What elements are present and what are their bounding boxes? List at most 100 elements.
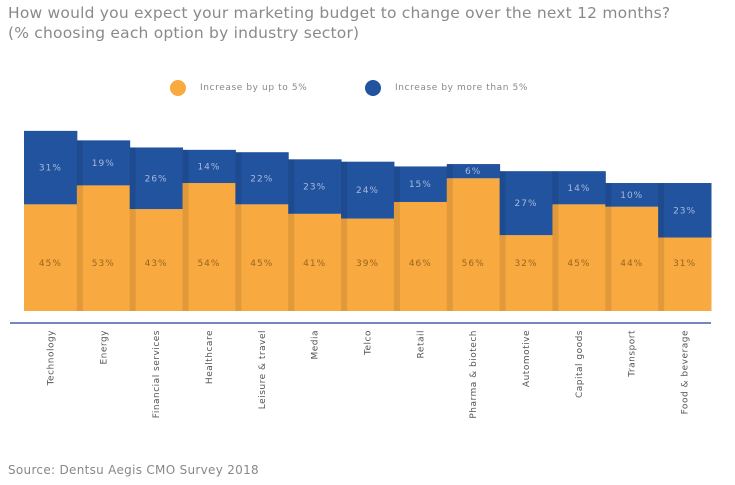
bar-shadow xyxy=(446,164,453,179)
bar-segment-more-than-5 xyxy=(552,171,606,205)
bar-shadow xyxy=(446,178,453,311)
data-label-more-than-5: 10% xyxy=(620,191,643,201)
bar-shadow xyxy=(76,185,83,311)
data-label-more-than-5: 15% xyxy=(409,180,432,190)
data-label-up-to-5: 45% xyxy=(567,259,590,269)
bar-shadow xyxy=(393,166,400,202)
bar-segment-up-to-5 xyxy=(605,206,659,311)
bar-shadow xyxy=(658,237,665,311)
source-note: Source: Dentsu Aegis CMO Survey 2018 xyxy=(8,463,259,477)
data-label-up-to-5: 54% xyxy=(197,259,220,269)
category-label: Energy xyxy=(99,330,109,365)
bar-shadow xyxy=(658,183,665,238)
category-label: Technology xyxy=(46,330,56,387)
category-label: Retail xyxy=(416,330,426,358)
legend-label: Increase by more than 5% xyxy=(395,83,529,93)
bar-shadow xyxy=(552,204,559,311)
data-label-up-to-5: 39% xyxy=(356,259,379,269)
category-label: Food & beverage xyxy=(681,330,691,414)
legend-swatch-orange xyxy=(170,80,186,96)
data-label-more-than-5: 23% xyxy=(673,206,696,216)
bar-segment-more-than-5 xyxy=(446,164,501,179)
bar-segment-more-than-5 xyxy=(341,161,395,219)
data-label-up-to-5: 31% xyxy=(673,259,696,269)
bar-segment-more-than-5 xyxy=(235,152,289,205)
data-label-more-than-5: 31% xyxy=(39,164,62,174)
bar-shadow xyxy=(341,218,348,311)
category-label: Transport xyxy=(628,330,638,378)
category-label: Leisure & travel xyxy=(258,330,268,409)
bar-shadow xyxy=(129,209,136,311)
category-label: Media xyxy=(311,330,321,360)
bar-segment-more-than-5 xyxy=(24,130,78,205)
data-label-more-than-5: 26% xyxy=(145,174,168,184)
legend-swatch-blue xyxy=(365,80,381,96)
bar-shadow xyxy=(235,152,242,205)
bar-shadow xyxy=(182,149,189,184)
bar-segment-more-than-5 xyxy=(129,147,184,210)
category-label: Financial services xyxy=(152,330,162,418)
bar-segment-more-than-5 xyxy=(605,183,659,207)
data-label-up-to-5: 44% xyxy=(620,259,643,269)
bar-segment-more-than-5 xyxy=(499,171,553,236)
bar-shadow xyxy=(288,213,295,311)
category-label: Capital goods xyxy=(575,330,585,398)
bar-segment-up-to-5 xyxy=(341,218,395,311)
bar-segment-up-to-5 xyxy=(499,235,553,311)
data-label-up-to-5: 45% xyxy=(39,259,62,269)
bar-shadow xyxy=(129,147,136,210)
data-label-up-to-5: 46% xyxy=(409,259,432,269)
data-label-up-to-5: 41% xyxy=(303,259,326,269)
bar-segment-up-to-5 xyxy=(24,204,78,311)
data-label-more-than-5: 6% xyxy=(465,167,481,177)
bar-shadow xyxy=(235,204,242,311)
bar-shadow xyxy=(393,201,400,311)
bar-chart: 45% 31% Technology 53% 19% Energy 43% 26% Financ… xyxy=(10,130,712,419)
data-label-more-than-5: 24% xyxy=(356,186,379,196)
bar-segment-up-to-5 xyxy=(552,204,606,311)
bar-segment-more-than-5 xyxy=(393,166,448,202)
data-label-up-to-5: 56% xyxy=(462,259,485,269)
category-label: Pharma & biotech xyxy=(469,330,479,419)
legend-label: Increase by up to 5% xyxy=(200,83,308,93)
bar-segment-up-to-5 xyxy=(76,185,131,311)
data-label-up-to-5: 53% xyxy=(92,259,115,269)
data-label-more-than-5: 27% xyxy=(515,199,538,209)
bar-segment-up-to-5 xyxy=(658,237,712,311)
bar-shadow xyxy=(605,183,612,207)
bar-segment-up-to-5 xyxy=(182,183,236,311)
bar-shadow xyxy=(499,235,506,311)
bar-shadow xyxy=(605,206,612,311)
bar-segment-up-to-5 xyxy=(446,178,501,311)
bar-shadow xyxy=(182,183,189,311)
bar-segment-up-to-5 xyxy=(235,204,289,311)
data-label-up-to-5: 32% xyxy=(515,259,538,269)
bar-segment-more-than-5 xyxy=(288,159,342,214)
chart-subtitle: (% choosing each option by industry sect… xyxy=(8,24,360,42)
data-label-up-to-5: 45% xyxy=(250,259,273,269)
bar-segment-up-to-5 xyxy=(129,209,184,311)
bar-segment-more-than-5 xyxy=(76,140,131,186)
legend-item-up-to-5: Increase by up to 5% xyxy=(170,80,307,96)
category-label: Telco xyxy=(364,330,374,356)
bar-shadow xyxy=(76,140,83,186)
data-label-more-than-5: 23% xyxy=(303,183,326,193)
bar-shadow xyxy=(288,159,295,214)
legend-item-more-than-5: Increase by more than 5% xyxy=(365,80,528,96)
chart-title: How would you expect your marketing budg… xyxy=(8,4,671,22)
category-label: Healthcare xyxy=(205,330,215,384)
bar-shadow xyxy=(552,171,559,205)
bar-segment-up-to-5 xyxy=(393,201,448,311)
data-label-up-to-5: 43% xyxy=(145,259,168,269)
data-label-more-than-5: 14% xyxy=(567,184,590,194)
bar-shadow xyxy=(341,161,348,219)
bar-segment-up-to-5 xyxy=(288,213,342,311)
bar-segment-more-than-5 xyxy=(658,183,712,238)
data-label-more-than-5: 14% xyxy=(197,162,220,172)
data-label-more-than-5: 19% xyxy=(92,159,115,169)
bar-segment-more-than-5 xyxy=(182,149,236,184)
category-label: Automotive xyxy=(522,330,532,387)
data-label-more-than-5: 22% xyxy=(250,174,273,184)
bar-shadow xyxy=(499,171,506,236)
